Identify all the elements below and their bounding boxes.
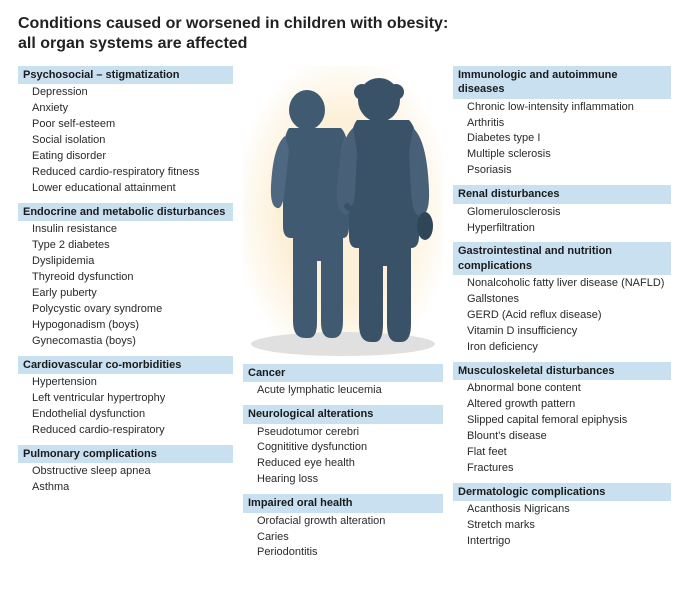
section-heading: Cancer xyxy=(243,364,443,382)
list-item: Reduced cardio-respiratory xyxy=(32,423,233,439)
list-item: Pseudotumor cerebri xyxy=(257,425,443,441)
list-item: Slipped capital femoral epiphysis xyxy=(467,413,671,429)
section-heading: Cardiovascular co-morbidities xyxy=(18,356,233,374)
right-section-1: Renal disturbancesGlomerulosclerosisHype… xyxy=(453,185,671,240)
section-heading: Endocrine and metabolic disturbances xyxy=(18,203,233,221)
list-item: GERD (Acid reflux disease) xyxy=(467,308,671,324)
list-item: Thyreoid dysfunction xyxy=(32,270,233,286)
right-section-4: Dermatologic complicationsAcanthosis Nig… xyxy=(453,483,671,554)
list-item: Hyperfiltration xyxy=(467,221,671,237)
list-item: Anxiety xyxy=(32,101,233,117)
list-item: Psoriasis xyxy=(467,163,671,179)
section-list: Chronic low-intensity inflammationArthri… xyxy=(453,99,671,184)
list-item: Type 2 diabetes xyxy=(32,238,233,254)
list-item: Early puberty xyxy=(32,286,233,302)
list-item: Lower educational attainment xyxy=(32,181,233,197)
list-item: Altered growth pattern xyxy=(467,397,671,413)
section-list: DepressionAnxietyPoor self-esteemSocial … xyxy=(18,84,233,201)
left-section-2: Cardiovascular co-morbiditiesHypertensio… xyxy=(18,356,233,443)
section-heading: Dermatologic complications xyxy=(453,483,671,501)
right-section-2: Gastrointestinal and nutrition complicat… xyxy=(453,242,671,359)
list-item: Nonalcoholic fatty liver disease (NAFLD) xyxy=(467,276,671,292)
list-item: Insulin resistance xyxy=(32,222,233,238)
right-column: Immunologic and autoimmune diseasesChron… xyxy=(453,66,671,567)
left-section-3: Pulmonary complicationsObstructive sleep… xyxy=(18,445,233,500)
section-heading: Musculoskeletal disturbances xyxy=(453,362,671,380)
section-list: GlomerulosclerosisHyperfiltration xyxy=(453,204,671,241)
list-item: Hypertension xyxy=(32,375,233,391)
list-item: Caries xyxy=(257,530,443,546)
list-item: Iron deficiency xyxy=(467,340,671,356)
list-item: Orofacial growth alteration xyxy=(257,514,443,530)
mid-section-1: Neurological alterationsPseudotumor cere… xyxy=(243,405,443,492)
list-item: Hypogonadism (boys) xyxy=(32,318,233,334)
children-silhouette-illustration xyxy=(243,66,443,356)
section-list: Obstructive sleep apneaAsthma xyxy=(18,463,233,500)
section-list: Acute lymphatic leucemia xyxy=(243,382,443,403)
list-item: Depression xyxy=(32,85,233,101)
section-heading: Psychosocial – stigmatization xyxy=(18,66,233,84)
list-item: Dyslipidemia xyxy=(32,254,233,270)
section-list: Insulin resistanceType 2 diabetesDyslipi… xyxy=(18,221,233,354)
section-list: Abnormal bone contentAltered growth patt… xyxy=(453,380,671,481)
section-list: Nonalcoholic fatty liver disease (NAFLD)… xyxy=(453,275,671,360)
right-section-3: Musculoskeletal disturbancesAbnormal bon… xyxy=(453,362,671,481)
list-item: Fractures xyxy=(467,461,671,477)
section-heading: Neurological alterations xyxy=(243,405,443,423)
list-item: Endothelial dysfunction xyxy=(32,407,233,423)
columns-container: Psychosocial – stigmatizationDepressionA… xyxy=(18,66,682,567)
section-list: Pseudotumor cerebriCognititive dysfuncti… xyxy=(243,424,443,493)
list-item: Glomerulosclerosis xyxy=(467,205,671,221)
list-item: Eating disorder xyxy=(32,149,233,165)
list-item: Reduced eye health xyxy=(257,456,443,472)
mid-section-2: Impaired oral healthOrofacial growth alt… xyxy=(243,494,443,565)
mid-section-0: CancerAcute lymphatic leucemia xyxy=(243,364,443,403)
section-heading: Renal disturbances xyxy=(453,185,671,203)
list-item: Gynecomastia (boys) xyxy=(32,334,233,350)
list-item: Flat feet xyxy=(467,445,671,461)
list-item: Abnormal bone content xyxy=(467,381,671,397)
list-item: Left ventricular hypertrophy xyxy=(32,391,233,407)
list-item: Hearing loss xyxy=(257,472,443,488)
list-item: Blount's disease xyxy=(467,429,671,445)
middle-column: CancerAcute lymphatic leucemiaNeurologic… xyxy=(243,66,443,567)
list-item: Vitamin D insufficiency xyxy=(467,324,671,340)
list-item: Reduced cardio-respiratory fitness xyxy=(32,165,233,181)
list-item: Social isolation xyxy=(32,133,233,149)
list-item: Cognititive dysfunction xyxy=(257,440,443,456)
list-item: Multiple sclerosis xyxy=(467,147,671,163)
section-list: Orofacial growth alterationCariesPeriodo… xyxy=(243,513,443,566)
list-item: Asthma xyxy=(32,480,233,496)
section-heading: Gastrointestinal and nutrition complicat… xyxy=(453,242,671,275)
list-item: Gallstones xyxy=(467,292,671,308)
list-item: Arthritis xyxy=(467,116,671,132)
section-heading: Immunologic and autoimmune diseases xyxy=(453,66,671,99)
title-line-1: Conditions caused or worsened in childre… xyxy=(18,15,448,32)
list-item: Diabetes type I xyxy=(467,131,671,147)
list-item: Obstructive sleep apnea xyxy=(32,464,233,480)
right-section-0: Immunologic and autoimmune diseasesChron… xyxy=(453,66,671,183)
section-list: HypertensionLeft ventricular hypertrophy… xyxy=(18,374,233,443)
title-line-2: all organ systems are affected xyxy=(18,35,247,52)
list-item: Stretch marks xyxy=(467,518,671,534)
left-section-0: Psychosocial – stigmatizationDepressionA… xyxy=(18,66,233,201)
section-heading: Impaired oral health xyxy=(243,494,443,512)
list-item: Polycystic ovary syndrome xyxy=(32,302,233,318)
list-item: Acute lymphatic leucemia xyxy=(257,383,443,399)
list-item: Chronic low-intensity inflammation xyxy=(467,100,671,116)
section-heading: Pulmonary complications xyxy=(18,445,233,463)
section-list: Acanthosis NigricansStretch marksIntertr… xyxy=(453,501,671,554)
left-column: Psychosocial – stigmatizationDepressionA… xyxy=(18,66,233,567)
list-item: Poor self-esteem xyxy=(32,117,233,133)
list-item: Periodontitis xyxy=(257,545,443,561)
left-section-1: Endocrine and metabolic disturbancesInsu… xyxy=(18,203,233,354)
page-title: Conditions caused or worsened in childre… xyxy=(18,14,682,54)
list-item: Acanthosis Nigricans xyxy=(467,502,671,518)
middle-sections: CancerAcute lymphatic leucemiaNeurologic… xyxy=(243,364,443,565)
list-item: Intertrigo xyxy=(467,534,671,550)
